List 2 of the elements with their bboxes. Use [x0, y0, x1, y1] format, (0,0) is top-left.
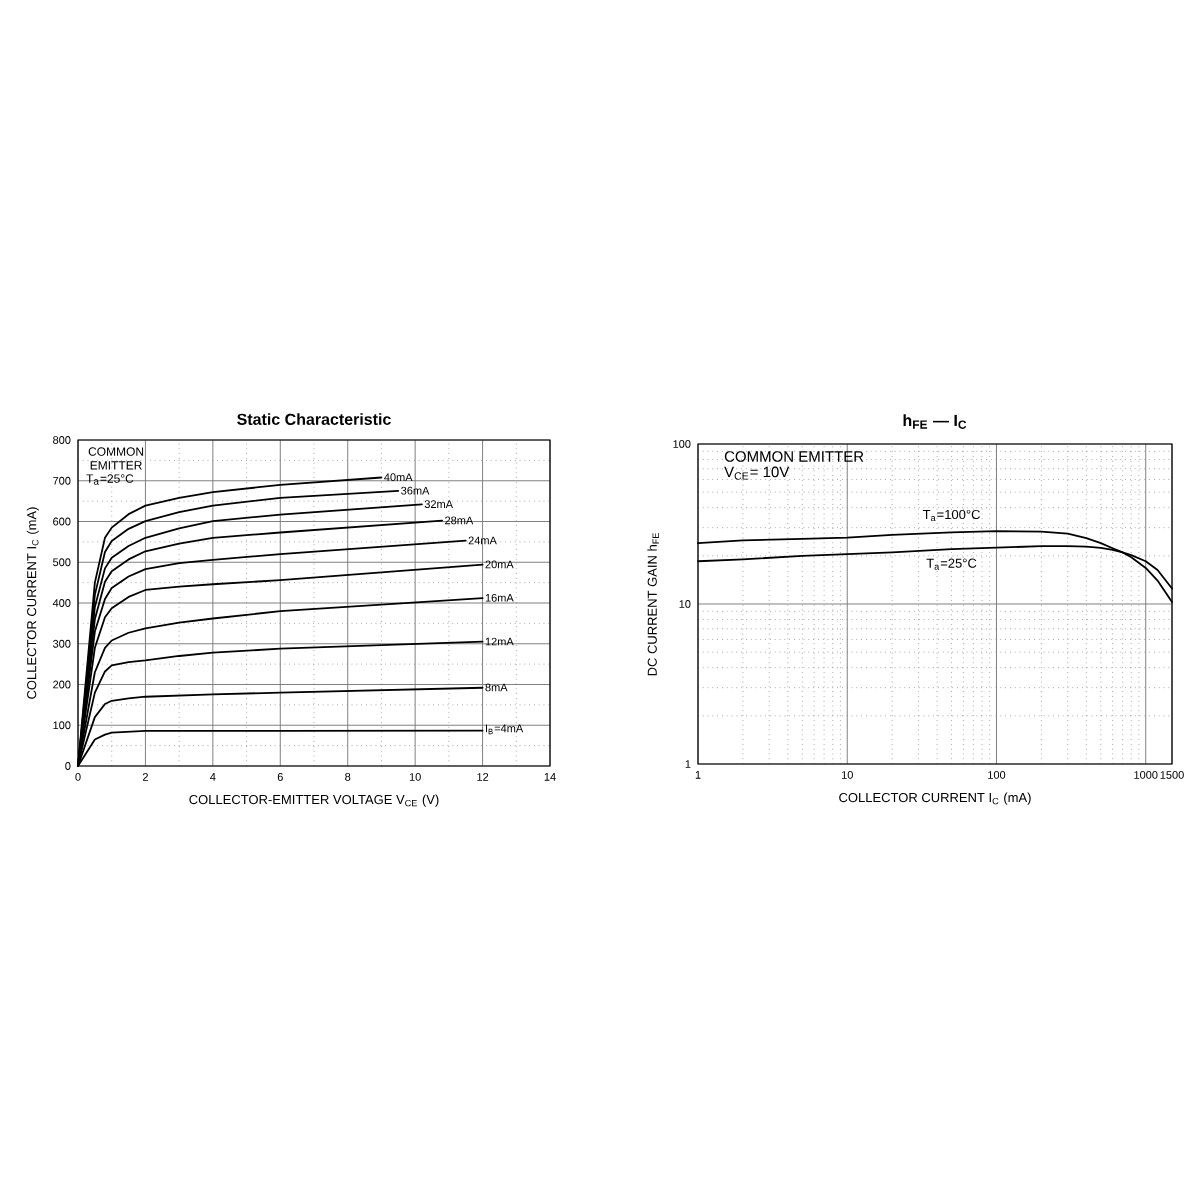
chart-title: Static Characteristic [237, 413, 391, 425]
chart-title: h$_{FE}$ — I$_{C}$ [903, 414, 967, 429]
